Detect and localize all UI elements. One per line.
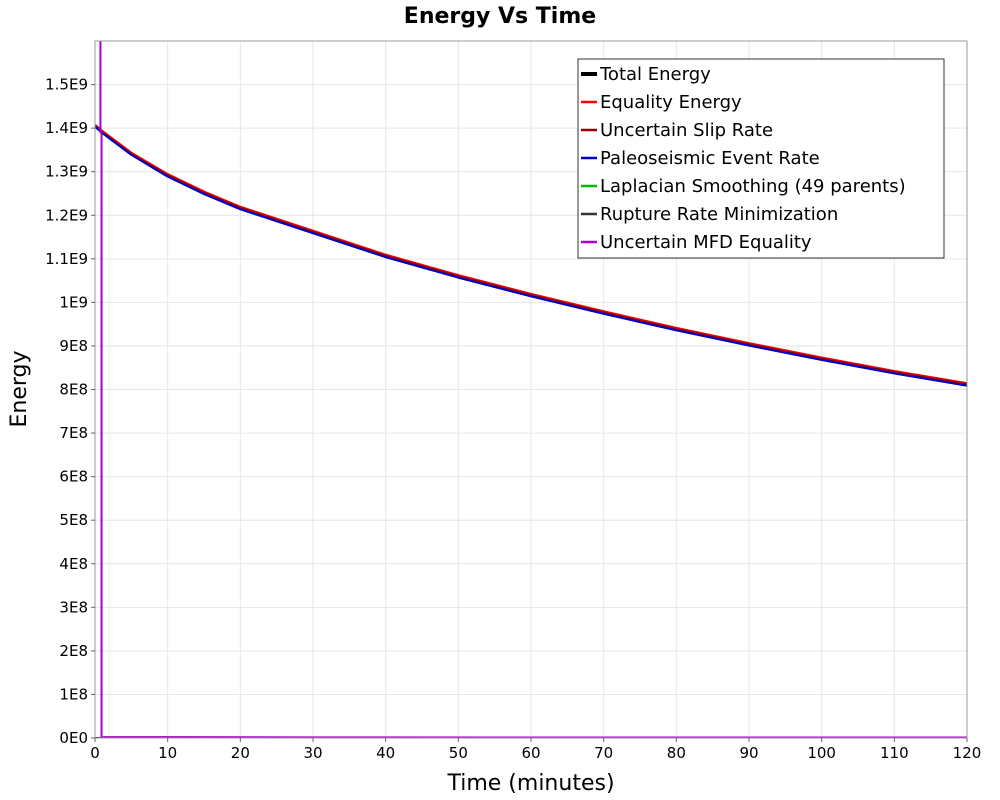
x-tick-label: 90 [739,744,758,762]
y-tick-label: 1.1E9 [45,250,88,268]
y-tick-label: 4E8 [59,555,88,573]
legend-entry: Uncertain MFD Equality [600,232,812,253]
y-tick-label: 1.4E9 [45,119,88,137]
legend-entry: Total Energy [599,64,711,85]
x-tick-label: 100 [807,744,836,762]
legend-entry: Uncertain Slip Rate [600,120,773,141]
y-tick-label: 6E8 [59,468,88,486]
legend-box [577,58,945,259]
x-tick-label: 70 [594,744,613,762]
x-tick-label: 110 [880,744,909,762]
x-axis: 0 10 20 30 40 50 60 70 80 90 100 110 120 [90,738,981,762]
legend: Total Energy Equality Energy Uncertain Sli… [577,58,945,259]
x-tick-label: 120 [953,744,982,762]
x-tick-label: 80 [667,744,686,762]
chart-title: Energy Vs Time [404,4,596,29]
series-line-3 [95,125,967,387]
y-axis-label: Energy [7,350,32,427]
x-tick-label: 40 [376,744,395,762]
grid-lines [94,41,968,739]
y-tick-label: 7E8 [59,424,88,442]
y-tick-label: 1E9 [59,293,88,311]
x-tick-label: 20 [231,744,250,762]
legend-entry: Rupture Rate Minimization [600,204,838,225]
x-axis-label: Time (minutes) [446,771,614,796]
y-tick-label: 5E8 [59,511,88,529]
x-tick-label: 10 [158,744,177,762]
x-tick-label: 0 [90,744,100,762]
y-tick-label: 8E8 [59,381,88,399]
y-tick-label: 1.3E9 [45,163,88,181]
y-axis: 0E0 1E8 2E8 3E8 4E8 5E8 6E8 7E8 8E8 9E8 1E9 1.1E9 1.… [45,76,95,747]
legend-entry: Equality Energy [600,92,742,113]
y-tick-label: 3E8 [59,598,88,616]
x-tick-label: 30 [303,744,322,762]
y-tick-label: 2E8 [59,642,88,660]
y-tick-label: 1E8 [59,685,88,703]
legend-entry: Paleoseismic Event Rate [600,148,820,169]
legend-entry: Laplacian Smoothing (49 parents) [600,176,906,197]
y-tick-label: 1.5E9 [45,76,88,94]
y-tick-label: 9E8 [59,337,88,355]
y-tick-label: 1.2E9 [45,206,88,224]
x-tick-label: 60 [521,744,540,762]
x-tick-label: 50 [449,744,468,762]
y-tick-label: 0E0 [59,729,88,747]
